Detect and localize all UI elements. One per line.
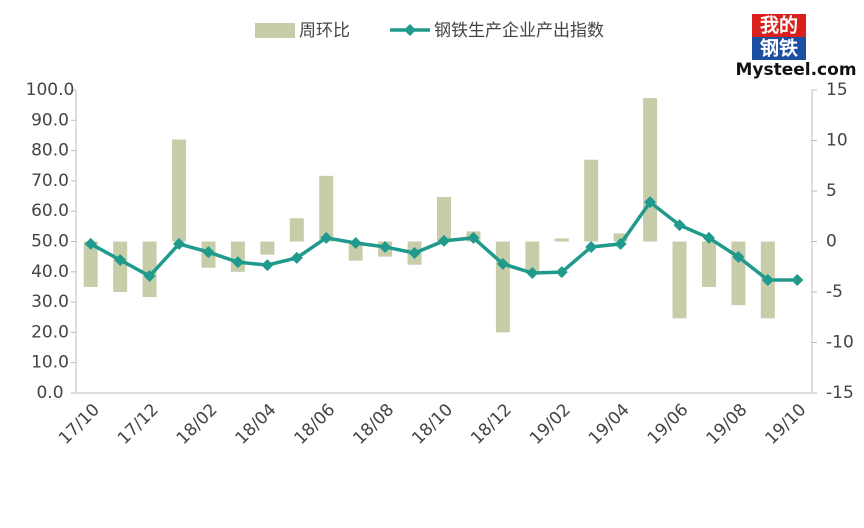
line-marker bbox=[320, 231, 333, 244]
line-marker bbox=[467, 231, 480, 244]
y-tick-label: 50.0 bbox=[31, 232, 69, 252]
y2-tick-label: 15 bbox=[826, 80, 848, 100]
line-marker bbox=[585, 240, 598, 253]
bar bbox=[701, 241, 716, 287]
line-marker bbox=[261, 259, 274, 272]
bar bbox=[643, 98, 658, 242]
logo-bottom: Mysteel.com bbox=[735, 60, 856, 80]
bar bbox=[289, 218, 304, 242]
logo-middle: 钢铁 bbox=[760, 37, 798, 60]
line-marker bbox=[408, 247, 421, 260]
logo-top: 我的 bbox=[760, 14, 798, 37]
x-tick-label: 17/12 bbox=[114, 400, 163, 449]
y-tick-label: 10.0 bbox=[31, 353, 69, 373]
line-marker bbox=[231, 256, 244, 269]
bar bbox=[437, 197, 451, 242]
y2-tick-label: -15 bbox=[826, 383, 854, 403]
bar bbox=[613, 233, 628, 242]
y-tick-label: 70.0 bbox=[31, 171, 69, 191]
y-tick-label: 90.0 bbox=[31, 110, 69, 130]
logo: 我的 钢铁 Mysteel.com bbox=[735, 14, 856, 81]
line-marker bbox=[614, 237, 627, 250]
bar bbox=[672, 241, 687, 319]
bar bbox=[83, 241, 98, 287]
legend-label: 钢铁生产企业产出指数 bbox=[434, 21, 604, 41]
y-tick-label: 20.0 bbox=[31, 322, 69, 342]
legend-label: 周环比 bbox=[299, 21, 350, 41]
bar bbox=[554, 238, 569, 242]
bar bbox=[525, 241, 540, 271]
line-marker bbox=[673, 219, 686, 232]
logo-middle-bg bbox=[752, 37, 806, 60]
bar bbox=[495, 241, 510, 333]
line-marker bbox=[496, 257, 509, 270]
line-marker bbox=[438, 234, 450, 247]
line-marker bbox=[555, 266, 568, 279]
y-tick-label: 100.0 bbox=[26, 80, 75, 100]
x-tick-label: 17/10 bbox=[55, 400, 104, 449]
logo-top-bg bbox=[752, 14, 806, 37]
line-marker bbox=[732, 250, 745, 263]
x-tick-label: 19/06 bbox=[644, 400, 693, 449]
line-marker bbox=[143, 270, 156, 283]
bar bbox=[348, 241, 363, 261]
y-tick-label: 80.0 bbox=[31, 141, 69, 161]
y2-tick-label: -5 bbox=[826, 282, 843, 302]
y2-tick-label: -10 bbox=[826, 333, 854, 353]
x-tick-label: 18/06 bbox=[291, 400, 340, 449]
line-marker bbox=[761, 273, 774, 286]
line-marker bbox=[702, 231, 715, 244]
bar bbox=[142, 241, 157, 298]
line-marker bbox=[349, 237, 362, 250]
bar bbox=[584, 159, 599, 242]
legend-swatch bbox=[255, 23, 295, 38]
y-tick-label: 0.0 bbox=[36, 383, 63, 403]
bar bbox=[113, 241, 128, 292]
line-marker bbox=[290, 251, 303, 264]
y2-tick-label: 5 bbox=[826, 181, 837, 201]
x-tick-label: 19/02 bbox=[526, 400, 575, 449]
x-tick-label: 18/10 bbox=[408, 400, 457, 449]
x-tick-label: 18/02 bbox=[173, 400, 222, 449]
line-marker bbox=[114, 253, 127, 266]
line-marker bbox=[644, 196, 657, 209]
x-tick-label: 18/08 bbox=[349, 400, 398, 449]
x-tick-label: 19/04 bbox=[585, 400, 634, 449]
x-tick-label: 18/12 bbox=[467, 400, 516, 449]
line-marker bbox=[526, 267, 539, 280]
y-tick-label: 40.0 bbox=[31, 262, 69, 282]
x-tick-label: 19/10 bbox=[762, 400, 811, 449]
y2-tick-label: 0 bbox=[826, 232, 837, 252]
line-marker bbox=[84, 237, 97, 250]
y2-tick-label: 10 bbox=[826, 131, 848, 151]
y-tick-label: 30.0 bbox=[31, 292, 69, 312]
bar bbox=[319, 175, 334, 242]
line-marker bbox=[202, 246, 215, 259]
line-marker bbox=[379, 240, 392, 253]
bar bbox=[172, 139, 187, 242]
x-tick-label: 19/08 bbox=[703, 400, 752, 449]
line-marker bbox=[791, 273, 804, 286]
legend-marker bbox=[404, 24, 416, 36]
x-tick-label: 18/04 bbox=[232, 400, 281, 449]
line-marker bbox=[173, 237, 186, 250]
y-tick-label: 60.0 bbox=[31, 201, 69, 221]
bar bbox=[260, 241, 275, 255]
